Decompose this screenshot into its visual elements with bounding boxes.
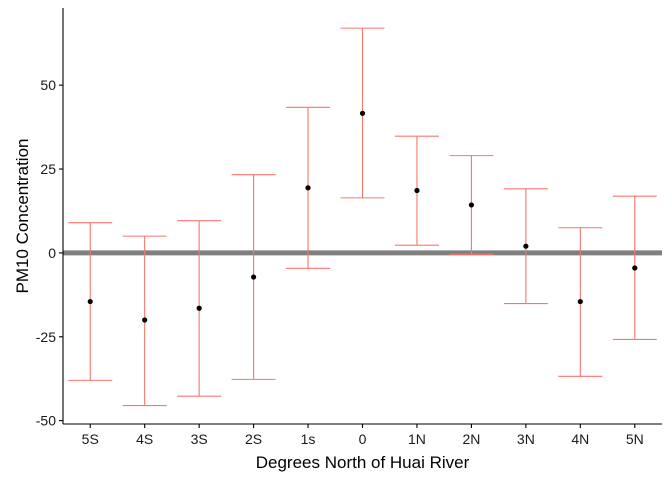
point-4S <box>142 317 148 323</box>
x-tick-label: 2N <box>462 431 480 447</box>
y-tick-label: 0 <box>48 245 56 261</box>
point-1N <box>414 187 420 194</box>
x-axis-title: Degrees North of Huai River <box>256 453 470 472</box>
x-tick-label: 1N <box>408 431 426 447</box>
axes <box>59 8 662 428</box>
x-tick-label: 5S <box>82 431 99 447</box>
x-tick-label: 0 <box>359 431 367 447</box>
point-3N <box>523 243 529 249</box>
x-tick-label: 3S <box>191 431 208 447</box>
point-0 <box>359 110 366 116</box>
x-tick-label: 2S <box>245 431 262 447</box>
point-2S <box>250 274 257 280</box>
y-tick-label: -25 <box>36 329 56 345</box>
point-5N <box>632 265 638 271</box>
y-tick-label: 50 <box>40 77 56 93</box>
point-3S <box>196 305 202 311</box>
error-bars <box>68 27 657 407</box>
tick-labels: -50 -25 0 25 50 5S 4S 3S 2S 1s 0 1N 2N 3N 4N 5N <box>36 77 644 447</box>
point-5S <box>87 298 93 305</box>
y-tick-label: -50 <box>36 413 56 429</box>
x-tick-label: 3N <box>517 431 535 447</box>
y-tick-label: 25 <box>40 161 56 177</box>
point-4N <box>577 298 583 305</box>
x-tick-label: 4N <box>571 431 589 447</box>
point-2N <box>468 202 475 208</box>
x-tick-label: 4S <box>136 431 153 447</box>
y-axis-title: PM10 Concentration <box>13 139 32 294</box>
x-tick-label: 1s <box>301 431 316 447</box>
data-points <box>87 110 638 323</box>
x-tick-label: 5N <box>626 431 644 447</box>
point-1s <box>305 185 311 191</box>
